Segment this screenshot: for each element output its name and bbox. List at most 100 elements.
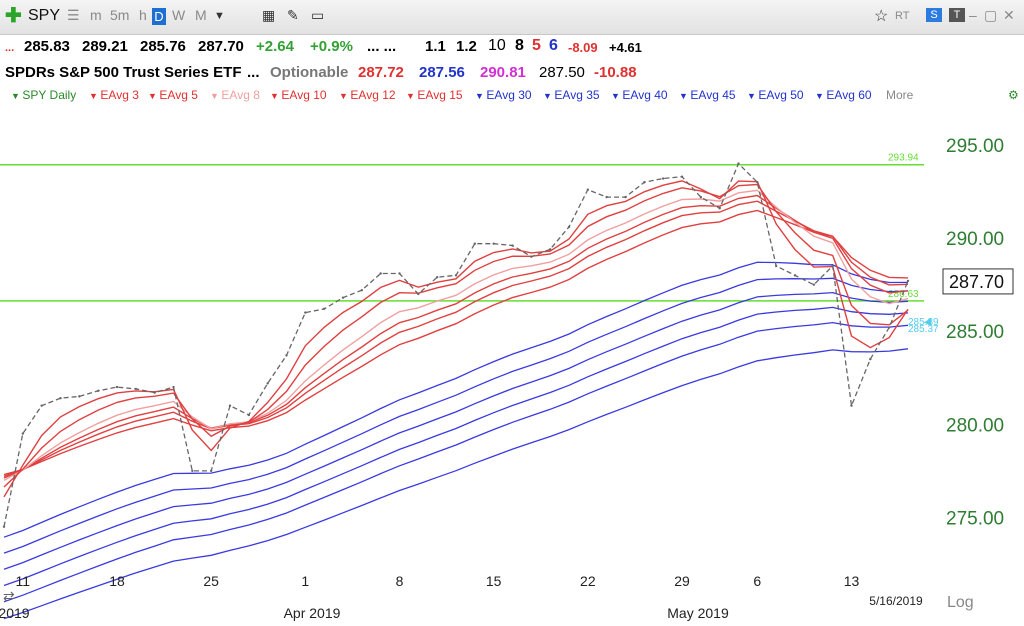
eavg-8-line <box>3 189 909 482</box>
grid-icon[interactable]: ▦ <box>262 7 276 23</box>
study-label: EAvg 60 <box>826 88 872 102</box>
eavg-12-line <box>3 200 909 477</box>
x-tick-label: 22 <box>580 573 596 589</box>
study-arrow-icon: ▼ <box>11 91 23 101</box>
eavg-5-line <box>3 183 909 488</box>
study-eavg-10[interactable]: ▼ EAvg 10 <box>270 88 327 102</box>
y-tick-label: 290.00 <box>946 229 1004 250</box>
x-month-label: Apr 2019 <box>284 605 341 621</box>
price-point <box>191 469 194 473</box>
last-price-label: 287.70 <box>949 272 1004 292</box>
study-eavg-3[interactable]: ▼ EAvg 3 <box>89 88 139 102</box>
hline-label-0: 293.94 <box>888 153 919 164</box>
y-tick-label: 295.00 <box>946 136 1004 157</box>
settings-icon[interactable]: ⚙ <box>1008 88 1019 102</box>
study-arrow-icon: ▼ <box>611 91 623 101</box>
study-label: EAvg 15 <box>417 88 463 102</box>
dropdown-icon[interactable]: ▼ <box>214 10 225 22</box>
price-point <box>643 181 646 184</box>
study-eavg-5[interactable]: ▼ EAvg 5 <box>148 88 198 102</box>
x-tick-label: 8 <box>396 573 404 589</box>
study-eavg-30[interactable]: ▼ EAvg 30 <box>475 88 532 102</box>
studies-row: ▼ SPY Daily ▼ EAvg 3 ▼ EAvg 5 ▼ EAvg 8 ▼… <box>0 86 1024 106</box>
interval-w[interactable]: W <box>172 7 186 23</box>
study-arrow-icon: ▼ <box>406 91 418 101</box>
price-point <box>285 354 288 357</box>
y-tick-label: 285.00 <box>946 322 1004 343</box>
interval-mo[interactable]: M <box>195 7 207 23</box>
study-label: SPY Daily <box>22 88 77 102</box>
close-icon[interactable]: ✕ <box>1003 7 1015 23</box>
price-point <box>247 413 251 417</box>
symbol-label[interactable]: SPY <box>28 7 61 24</box>
price-point <box>228 404 232 407</box>
price-point <box>850 404 853 407</box>
field-9: +4.61 <box>609 40 642 55</box>
quote-dots: ... <box>5 42 15 54</box>
price-point <box>511 244 514 247</box>
menu-lines-icon[interactable]: ☰ <box>67 7 80 23</box>
study-label: EAvg 12 <box>350 88 396 102</box>
more-button[interactable]: More <box>886 88 914 102</box>
pencil-icon[interactable]: ✎ <box>287 7 299 23</box>
interval-m[interactable]: m <box>90 7 102 23</box>
price-point <box>172 385 175 389</box>
study-eavg-45[interactable]: ▼ EAvg 45 <box>679 88 736 102</box>
security-name: SPDRs S&P 500 Trust Series ETF <box>5 64 242 81</box>
y-tick-label: 275.00 <box>946 508 1004 529</box>
add-symbol-icon[interactable]: ✚ <box>5 5 22 27</box>
study-eavg-15[interactable]: ▼ EAvg 15 <box>406 88 463 102</box>
s-icon[interactable]: S <box>926 8 942 22</box>
study-label: EAvg 5 <box>159 88 198 102</box>
field-4: 10 <box>488 37 506 54</box>
rt-icon[interactable]: RT <box>895 10 910 22</box>
x-tick-label: 1 <box>301 573 309 589</box>
minimize-icon[interactable]: – <box>969 7 977 23</box>
star-icon[interactable]: ☆ <box>874 8 889 25</box>
study-eavg-35[interactable]: ▼ EAvg 35 <box>543 88 600 102</box>
price-point <box>774 264 778 268</box>
price-marker-icon <box>924 318 931 327</box>
eavg-35-line <box>3 277 909 554</box>
study-label: EAvg 45 <box>690 88 736 102</box>
x-tick-label: 29 <box>674 573 690 589</box>
toolbar: ✚ SPY ☰ m 5m h D W M ▼ ▦ ✎ ▭ ☆ RT S T – … <box>0 0 1024 35</box>
price-point <box>21 432 25 435</box>
study-arrow-icon: ▼ <box>543 91 555 101</box>
price-point <box>341 296 345 299</box>
study-eavg-50[interactable]: ▼ EAvg 50 <box>747 88 804 102</box>
interval-h[interactable]: h <box>139 7 147 23</box>
study-eavg-8[interactable]: ▼ EAvg 8 <box>210 88 260 102</box>
interval-d-active[interactable]: D <box>152 8 166 25</box>
field-3: 1.2 <box>456 38 477 55</box>
price-point <box>417 292 420 296</box>
price-point <box>737 162 740 165</box>
last-price-box <box>942 268 1014 295</box>
x-month-label: May 2019 <box>667 605 729 621</box>
price-point <box>793 274 797 277</box>
price-point <box>567 225 571 229</box>
quote-row: ... 285.83 289.21 285.76 287.70 +2.64 +0… <box>0 34 1024 60</box>
x-tick-label: 11 <box>16 573 31 589</box>
eavg-40-line <box>3 291 909 570</box>
log-toggle[interactable]: Log <box>947 594 974 611</box>
study-eavg-12[interactable]: ▼ EAvg 12 <box>339 88 396 102</box>
price-point <box>869 357 872 361</box>
restore-icon[interactable]: ▢ <box>984 7 998 23</box>
t-icon[interactable]: T <box>949 8 965 22</box>
study-eavg-40[interactable]: ▼ EAvg 40 <box>611 88 668 102</box>
eavg-60-line <box>3 348 909 620</box>
study-eavg-60[interactable]: ▼ EAvg 60 <box>815 88 872 102</box>
study-label: EAvg 40 <box>622 88 668 102</box>
eavg-30-line <box>3 261 909 538</box>
eavg-3-line <box>3 180 909 498</box>
info-value-2: 287.56 <box>419 64 465 81</box>
page-icon[interactable]: ▭ <box>311 7 325 23</box>
study-spy-daily[interactable]: ▼ SPY Daily <box>11 88 76 102</box>
price-point <box>304 311 307 314</box>
interval-5m[interactable]: 5m <box>110 7 130 23</box>
study-label: EAvg 50 <box>758 88 804 102</box>
price-point <box>96 389 100 392</box>
price-point <box>831 264 834 268</box>
